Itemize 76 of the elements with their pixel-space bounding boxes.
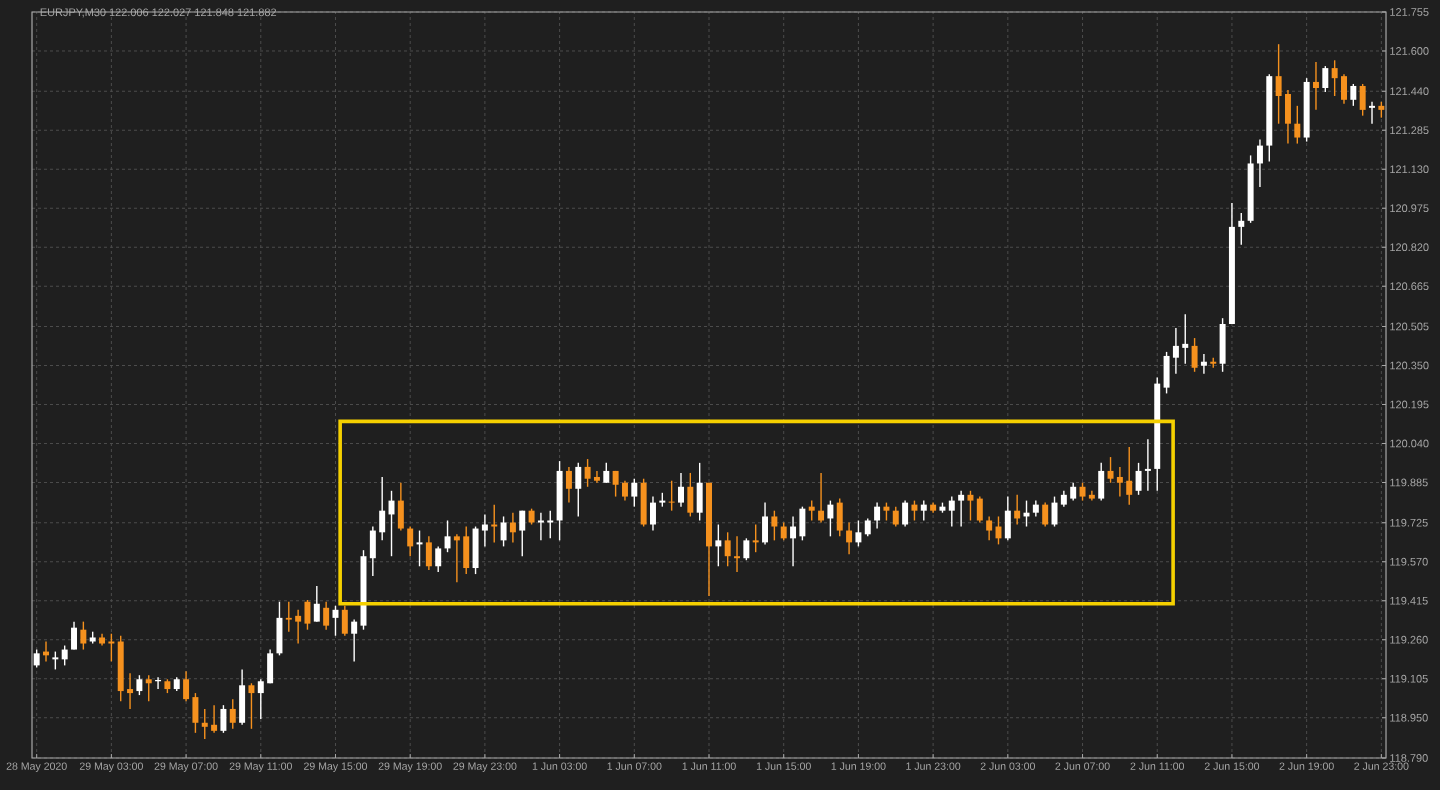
candlestick bbox=[1322, 65, 1329, 93]
candlestick bbox=[1135, 462, 1142, 496]
candlestick bbox=[1219, 317, 1226, 373]
candlestick bbox=[1359, 83, 1366, 117]
candlestick bbox=[509, 511, 516, 544]
candlestick bbox=[958, 490, 965, 528]
candlestick bbox=[1042, 501, 1049, 528]
candlestick bbox=[519, 509, 526, 557]
candlestick bbox=[71, 620, 78, 651]
candlestick bbox=[220, 704, 227, 734]
candlestick bbox=[790, 515, 797, 567]
candlestick bbox=[416, 529, 423, 567]
candlestick bbox=[874, 501, 881, 530]
candlestick bbox=[500, 515, 507, 548]
candlestick bbox=[341, 605, 348, 637]
candlestick bbox=[229, 698, 236, 730]
candlestick bbox=[425, 535, 432, 571]
candlestick bbox=[892, 505, 899, 528]
candlestick bbox=[1238, 212, 1245, 246]
candlestick bbox=[1312, 61, 1319, 111]
candlestick bbox=[1191, 337, 1198, 373]
candlestick bbox=[967, 490, 974, 522]
candlestick bbox=[920, 499, 927, 522]
candlestick bbox=[444, 519, 451, 553]
candlestick bbox=[575, 462, 582, 518]
candlestick bbox=[248, 682, 255, 730]
candlestick bbox=[948, 495, 955, 528]
candlestick bbox=[388, 490, 395, 557]
candlestick bbox=[687, 472, 694, 518]
candlestick bbox=[1294, 105, 1301, 145]
candlestick bbox=[696, 462, 703, 522]
candlestick bbox=[631, 478, 638, 508]
candlestick bbox=[976, 495, 983, 524]
candlestick bbox=[239, 668, 246, 726]
candlestick bbox=[855, 519, 862, 548]
candlestick bbox=[323, 601, 330, 631]
candlestick bbox=[1350, 83, 1357, 107]
candlestick bbox=[808, 499, 815, 522]
candlestick bbox=[818, 472, 825, 524]
candlestick bbox=[1004, 495, 1011, 542]
candlestick bbox=[1144, 438, 1151, 492]
candlestick bbox=[846, 521, 853, 555]
candlestick bbox=[1200, 353, 1207, 375]
candlestick bbox=[407, 525, 414, 557]
candlestick bbox=[771, 509, 778, 542]
candlestick bbox=[678, 472, 684, 508]
candlestick bbox=[491, 503, 498, 544]
candlestick bbox=[136, 674, 143, 696]
candlestick bbox=[1098, 462, 1105, 502]
candlestick bbox=[902, 499, 909, 528]
candlestick bbox=[640, 478, 647, 528]
candlestick bbox=[724, 531, 731, 567]
candlestick bbox=[603, 462, 610, 484]
candlestick bbox=[397, 482, 404, 532]
candlestick bbox=[986, 515, 993, 542]
candlestick bbox=[435, 545, 442, 573]
candlestick bbox=[145, 674, 152, 702]
candlestick bbox=[836, 497, 843, 538]
candlestick bbox=[649, 495, 656, 532]
candlestick bbox=[313, 585, 320, 623]
candlestick bbox=[80, 620, 87, 651]
candlestick bbox=[762, 501, 769, 546]
candlestick bbox=[715, 523, 722, 567]
candlestick bbox=[734, 535, 741, 573]
candlestick bbox=[276, 601, 283, 657]
candlestick bbox=[593, 470, 600, 484]
candlestick bbox=[351, 618, 358, 663]
candlestick bbox=[743, 537, 750, 561]
candlestick bbox=[565, 466, 572, 504]
candlestick bbox=[752, 523, 759, 553]
candlestick bbox=[827, 499, 834, 538]
candlestick bbox=[1369, 101, 1375, 125]
candlestick bbox=[911, 499, 918, 522]
candlestick bbox=[668, 480, 675, 512]
candlestick bbox=[61, 644, 68, 667]
candlestick bbox=[1256, 138, 1263, 188]
